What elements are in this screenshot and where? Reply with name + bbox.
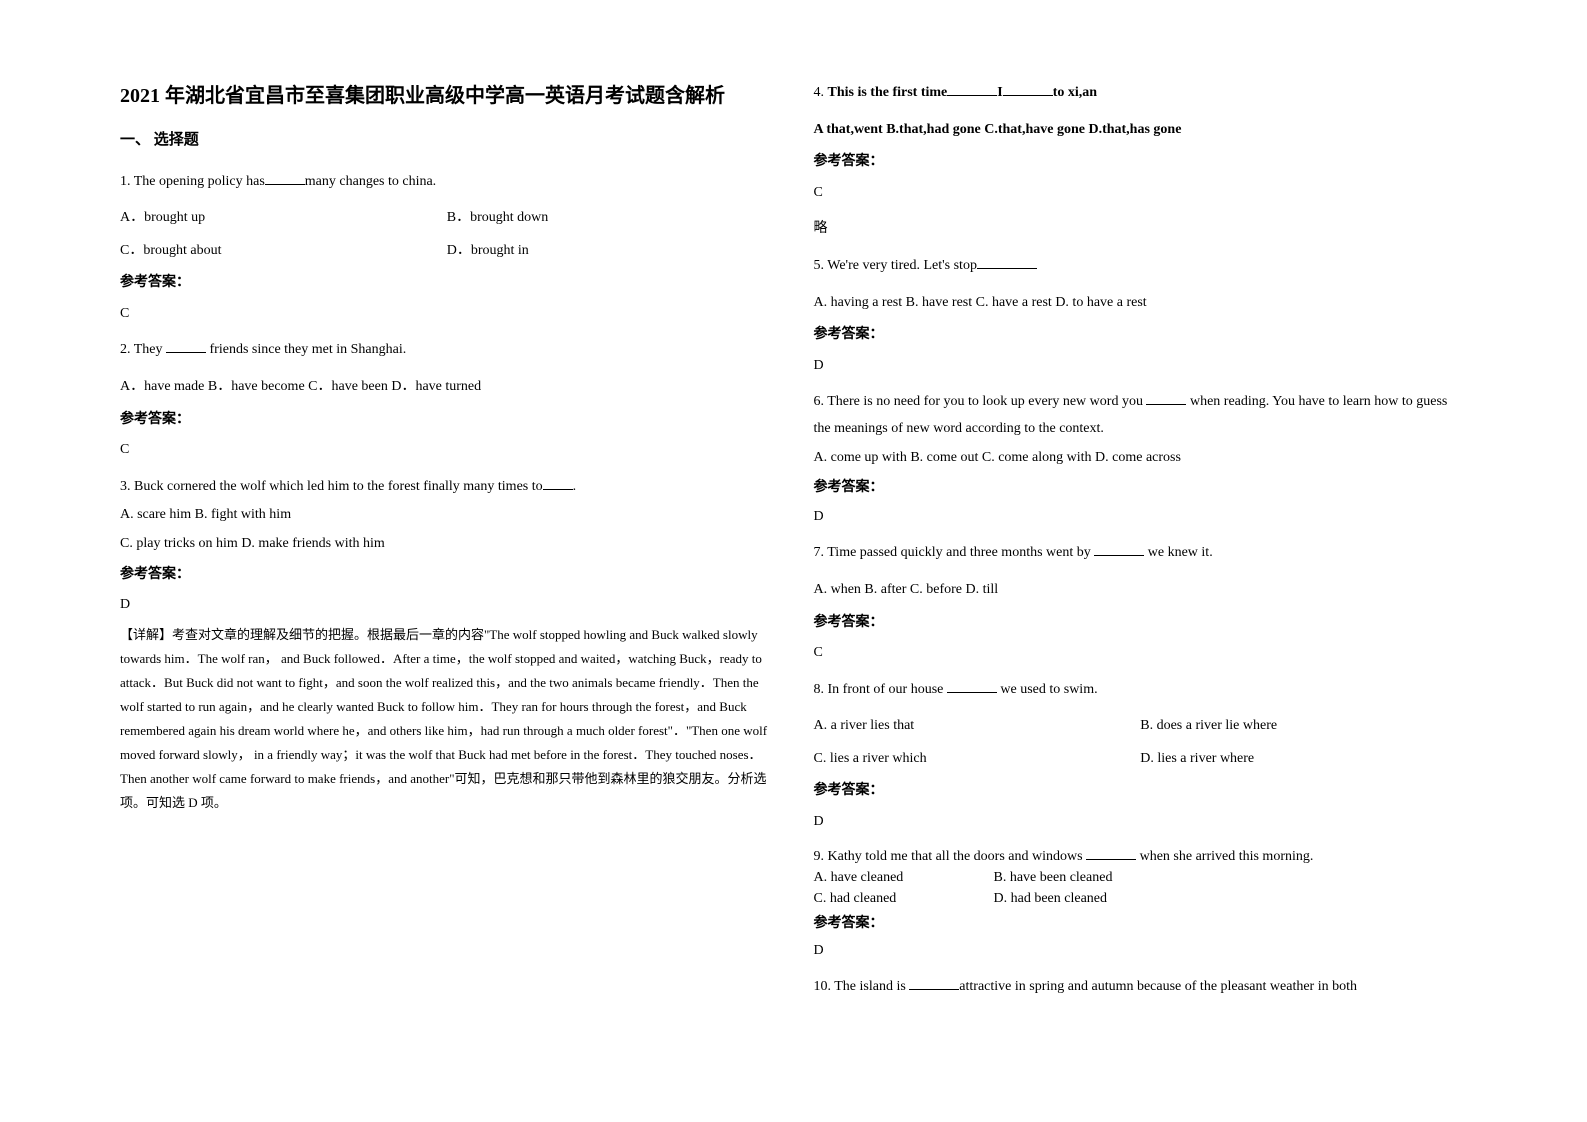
q8-optA: A. a river lies that [814,713,1141,740]
answer-label: 参考答案： [120,407,774,434]
q1-stem-a: 1. The opening policy has [120,174,265,189]
q9-optB: B. have been cleaned [994,867,1113,888]
q9-optA: A. have cleaned [814,867,994,888]
q9-opts-row2: C. had cleaned D. had been cleaned [814,888,1468,909]
q5-stem: 5. We're very tired. Let's stop [814,258,977,273]
blank [265,171,305,185]
answer-label: 参考答案： [814,475,1468,502]
q4-bold-a: This is the first time [828,85,948,100]
q1-optB: B．brought down [447,205,774,232]
question-2: 2. They friends since they met in Shangh… [120,337,774,364]
q1-optD: D．brought in [447,238,774,265]
blank [543,476,573,490]
answer-label: 参考答案： [814,322,1468,349]
q1-optC: C．brought about [120,238,447,265]
blank [1146,391,1186,405]
q7-stem-b: we knew it. [1144,545,1212,560]
blank [977,255,1037,269]
question-7: 7. Time passed quickly and three months … [814,540,1468,567]
blank [909,976,959,990]
q4-bold-c: to xi,an [1053,85,1097,100]
q8-stem-b: we used to swim. [997,682,1098,697]
question-9: 9. Kathy told me that all the doors and … [814,846,1468,867]
q3-opts-ab: A. scare him B. fight with him [120,502,774,529]
q1-stem-b: many changes to china. [305,174,436,189]
q1-opts-row2: C．brought about D．brought in [120,238,774,265]
q6-stem-a: 6. There is no need for you to look up e… [814,394,1147,409]
q4-opts: A that,went B.that,had gone C.that,have … [814,117,1468,144]
q9-answer: D [814,938,1468,965]
answer-label: 参考答案： [814,149,1468,176]
blank [166,339,206,353]
q3-answer: D [120,592,774,619]
q9-optC: C. had cleaned [814,888,994,909]
answer-label: 参考答案： [814,913,1468,934]
q2-stem-b: friends since they met in Shanghai. [206,342,406,357]
question-4: 4. This is the first timeIto xi,an [814,80,1468,107]
question-3: 3. Buck cornered the wolf which led him … [120,474,774,501]
q3-detail: 【详解】考查对文章的理解及细节的把握。根据最后一章的内容"The wolf st… [120,623,774,815]
q1-opts-row1: A．brought up B．brought down [120,205,774,232]
q8-optD: D. lies a river where [1140,746,1467,773]
answer-label: 参考答案： [814,610,1468,637]
q4-answer: C [814,180,1468,207]
q1-optA: A．brought up [120,205,447,232]
q3-stem-a: 3. Buck cornered the wolf which led him … [120,479,543,494]
question-1: 1. The opening policy has many changes to… [120,169,774,196]
q5-answer: D [814,353,1468,380]
q8-optB: B. does a river lie where [1140,713,1467,740]
q9-opts-row1: A. have cleaned B. have been cleaned [814,867,1468,888]
q8-optC: C. lies a river which [814,746,1141,773]
blank [1094,542,1144,556]
blank [1003,82,1053,96]
q8-opts-row2: C. lies a river which D. lies a river wh… [814,746,1468,773]
answer-label: 参考答案： [120,270,774,297]
answer-label: 参考答案： [120,562,774,589]
q2-answer: C [120,437,774,464]
q10-stem-a: 10. The island is [814,979,910,994]
q5-opts: A. having a rest B. have rest C. have a … [814,290,1468,317]
answer-label: 参考答案： [814,778,1468,805]
q9-optD: D. had been cleaned [994,888,1108,909]
question-5: 5. We're very tired. Let's stop [814,253,1468,280]
q9-stem-a: 9. Kathy told me that all the doors and … [814,849,1087,864]
q2-stem-a: 2. They [120,342,166,357]
q7-stem-a: 7. Time passed quickly and three months … [814,545,1095,560]
blank [1086,846,1136,860]
question-6: 6. There is no need for you to look up e… [814,389,1468,442]
q8-stem-a: 8. In front of our house [814,682,947,697]
q3-stem-b: . [573,479,577,494]
page-title: 2021 年湖北省宜昌市至喜集团职业高级中学高一英语月考试题含解析 [120,80,774,112]
q7-answer: C [814,640,1468,667]
question-10: 10. The island is attractive in spring a… [814,974,1468,1001]
blank [947,82,997,96]
right-column: 4. This is the first timeIto xi,an A tha… [794,80,1488,1082]
q7-opts: A. when B. after C. before D. till [814,577,1468,604]
q2-opts: A．have made B．have become C．have been D．… [120,374,774,401]
q6-opts: A. come up with B. come out C. come alon… [814,445,1468,472]
section-heading: 一、 选择题 [120,126,774,155]
blank [947,679,997,693]
q8-opts-row1: A. a river lies that B. does a river lie… [814,713,1468,740]
q1-answer: C [120,301,774,328]
q6-answer: D [814,504,1468,531]
q4-omit: 略 [814,216,1468,243]
q10-stem-b: attractive in spring and autumn because … [959,979,1357,994]
question-8: 8. In front of our house we used to swim… [814,677,1468,704]
q3-opts-cd: C. play tricks on him D. make friends wi… [120,531,774,558]
q4-stem-a: 4. [814,85,828,100]
left-column: 2021 年湖北省宜昌市至喜集团职业高级中学高一英语月考试题含解析 一、 选择题… [100,80,794,1082]
q9-stem-b: when she arrived this morning. [1136,849,1313,864]
q8-answer: D [814,809,1468,836]
